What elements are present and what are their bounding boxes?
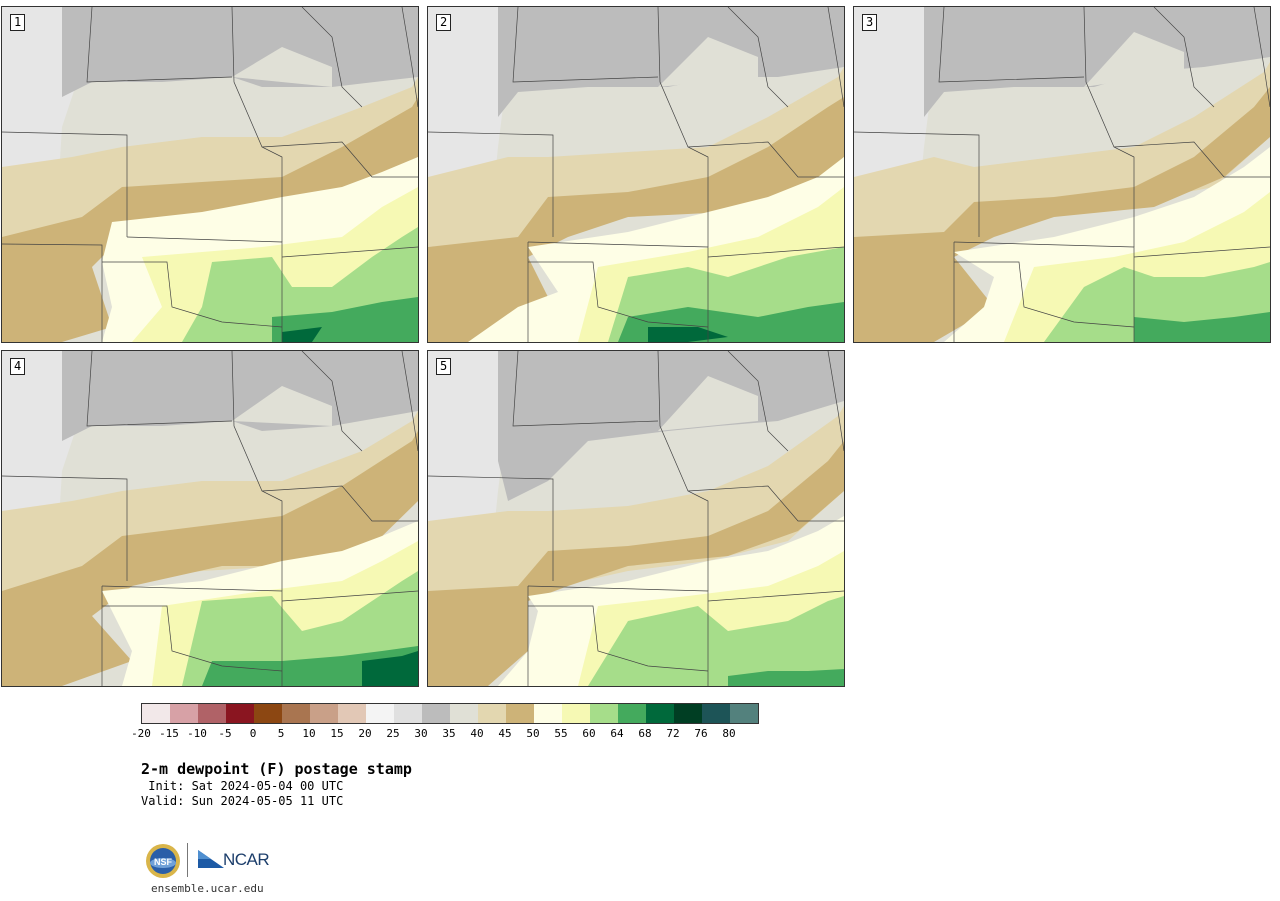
- dewpoint-map-1: [2, 7, 418, 342]
- colorbar-swatch: [198, 704, 226, 723]
- colorbar-swatch: [422, 704, 450, 723]
- colorbar-tick-label: -20: [131, 727, 151, 740]
- colorbar-tick-label: 10: [302, 727, 316, 740]
- colorbar-tick-label: 25: [386, 727, 400, 740]
- colorbar-tick-label: 80: [722, 727, 736, 740]
- member-panel-1: 1: [1, 6, 419, 343]
- colorbar-swatch: [730, 704, 758, 723]
- colorbar-tick-label: 72: [666, 727, 680, 740]
- colorbar-swatch: [478, 704, 506, 723]
- nsf-logo-icon: NSF: [146, 844, 180, 878]
- colorbar-tick-label: 0: [249, 727, 257, 740]
- colorbar-tick-label: 35: [442, 727, 456, 740]
- colorbar-tick-label: -15: [159, 727, 179, 740]
- nsf-logo-text: NSF: [154, 857, 173, 867]
- init-time: Init: Sat 2024-05-04 00 UTC: [141, 779, 344, 793]
- colorbar-tick-label: 45: [498, 727, 512, 740]
- website-url: ensemble.ucar.edu: [151, 882, 264, 895]
- colorbar-swatch: [590, 704, 618, 723]
- colorbar-swatch: [534, 704, 562, 723]
- colorbar-swatch: [394, 704, 422, 723]
- colorbar-tick-label: 55: [554, 727, 568, 740]
- colorbar-tick-label: 5: [277, 727, 285, 740]
- colorbar-swatch: [170, 704, 198, 723]
- logo-separator: [187, 843, 188, 877]
- colorbar-swatch: [338, 704, 366, 723]
- ncar-logo-text: NCAR: [223, 850, 270, 869]
- logos: NSF NCAR: [145, 843, 285, 879]
- colorbar-swatch: [366, 704, 394, 723]
- colorbar-tick-label: -5: [218, 727, 232, 740]
- colorbar-tick-label: 60: [582, 727, 596, 740]
- colorbar-swatch: [618, 704, 646, 723]
- colorbar-swatch: [226, 704, 254, 723]
- colorbar-swatch: [282, 704, 310, 723]
- dewpoint-map-3: [854, 7, 1270, 342]
- colorbar-swatch: [450, 704, 478, 723]
- valid-time: Valid: Sun 2024-05-05 11 UTC: [141, 794, 344, 808]
- member-panel-4: 4: [1, 350, 419, 687]
- member-panel-2: 2: [427, 6, 845, 343]
- member-number-label: 3: [862, 14, 878, 31]
- colorbar-tick-label: 20: [358, 727, 372, 740]
- colorbar-tick-label: 68: [638, 727, 652, 740]
- colorbar-tick-labels: -20 -15 -10 -5 0 5 10 15 20 25 30 35 40 45 50 55 60 64 68 7…: [131, 727, 761, 741]
- member-number-label: 5: [436, 358, 452, 375]
- colorbar-tick-label: 50: [526, 727, 540, 740]
- colorbar-swatch: [646, 704, 674, 723]
- member-panel-3: 3: [853, 6, 1271, 343]
- colorbar-swatch: [506, 704, 534, 723]
- colorbar-tick-label: -10: [187, 727, 207, 740]
- colorbar-swatch: [310, 704, 338, 723]
- member-panel-5: 5: [427, 350, 845, 687]
- colorbar-swatch: [702, 704, 730, 723]
- colorbar-tick-label: 15: [330, 727, 344, 740]
- dewpoint-map-5: [428, 351, 844, 686]
- colorbar-swatch: [254, 704, 282, 723]
- member-number-label: 2: [436, 14, 452, 31]
- colorbar-swatch: [562, 704, 590, 723]
- colorbar-tick-label: 30: [414, 727, 428, 740]
- dewpoint-colorbar: [141, 703, 759, 724]
- colorbar-tick-label: 76: [694, 727, 708, 740]
- member-number-label: 1: [10, 14, 26, 31]
- figure-title: 2-m dewpoint (F) postage stamp: [141, 760, 412, 778]
- colorbar-swatch: [674, 704, 702, 723]
- member-number-label: 4: [10, 358, 26, 375]
- dewpoint-map-2: [428, 7, 844, 342]
- ncar-logo-icon: [198, 850, 224, 868]
- colorbar-swatch: [142, 704, 170, 723]
- dewpoint-map-4: [2, 351, 418, 686]
- colorbar-tick-label: 40: [470, 727, 484, 740]
- colorbar-tick-label: 64: [610, 727, 624, 740]
